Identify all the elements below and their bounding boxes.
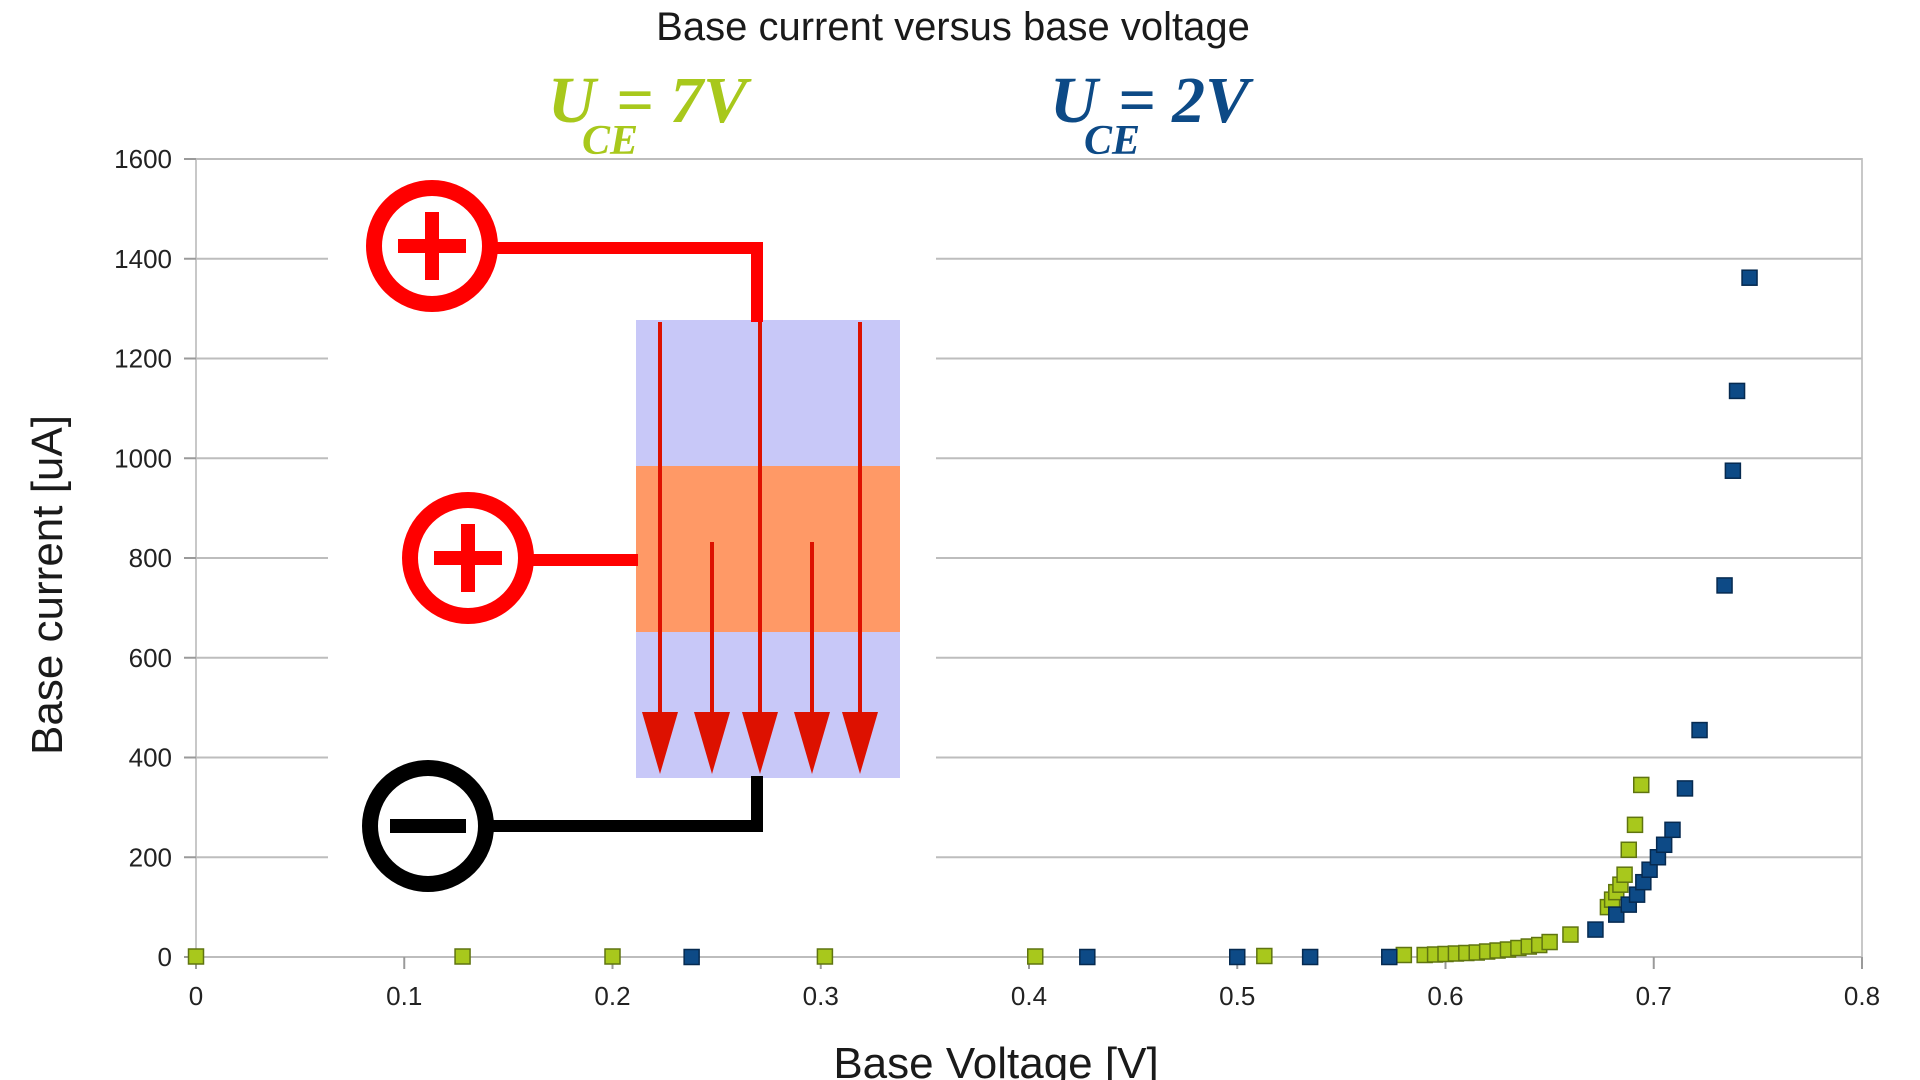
data-point-uce-2v: [1664, 821, 1681, 839]
data-point-uce-2v: [1229, 948, 1246, 966]
collector-wire: [490, 242, 763, 322]
emitter-wire: [486, 776, 763, 832]
y-tick-label: 0: [158, 942, 172, 972]
n-region-top: [636, 320, 900, 466]
data-point-uce-7v: [1633, 776, 1650, 794]
data-point-uce-7v: [1616, 866, 1633, 883]
x-axis-title: Base Voltage [V]: [833, 1039, 1158, 1080]
data-point-uce-7v: [1541, 933, 1558, 951]
x-tick-label: 0.6: [1427, 981, 1463, 1011]
data-point-uce-7v: [1395, 946, 1413, 964]
data-point-uce-7v: [1026, 948, 1044, 965]
legend-2v-sub: CE: [1084, 118, 1140, 164]
legend-2v-value: = 2V: [1118, 64, 1254, 137]
current-arrows: [642, 322, 878, 774]
p-region-base: [636, 466, 900, 632]
data-point-uce-7v: [604, 948, 621, 965]
data-point-uce-7v: [187, 948, 205, 965]
x-tick-label: 0.7: [1636, 981, 1672, 1011]
data-point-uce-2v: [1741, 269, 1758, 286]
data-point-uce-7v: [1620, 841, 1638, 859]
y-tick-label: 1400: [114, 244, 172, 274]
data-point-uce-7v: [1562, 926, 1579, 943]
legend-series-2v: U CE = 2V: [1050, 64, 1254, 164]
chart-title: Base current versus base voltage: [656, 5, 1250, 49]
x-tick-label: 0.5: [1219, 981, 1255, 1011]
y-axis: 0 200 400 600 800 1000 1200 1400 1600: [114, 144, 196, 972]
y-tick-label: 600: [129, 643, 172, 673]
x-tick-label: 0: [189, 981, 203, 1011]
data-point-uce-2v: [1724, 462, 1742, 479]
data-point-uce-2v: [1655, 836, 1673, 854]
legend-7v-sub: CE: [582, 118, 638, 164]
data-point-uce-7v: [816, 948, 834, 965]
x-tick-label: 0.8: [1844, 981, 1880, 1011]
y-tick-label: 1600: [114, 144, 172, 174]
data-point-uce-2v: [1691, 721, 1708, 739]
y-tick-label: 200: [129, 842, 172, 872]
x-tick-label: 0.2: [594, 981, 630, 1011]
data-point-uce-2v: [1608, 906, 1625, 923]
data-point-uce-2v: [1716, 577, 1733, 594]
data-point-uce-7v: [1256, 947, 1273, 965]
data-points: [187, 269, 1758, 966]
y-axis-title: Base current [uA]: [23, 415, 72, 755]
data-point-uce-2v: [683, 948, 700, 966]
legend-series-7v: U CE = 7V: [548, 64, 752, 164]
data-point-uce-7v: [1626, 816, 1644, 834]
svg-text:U: U: [1050, 64, 1101, 137]
data-point-uce-2v: [1381, 948, 1398, 966]
x-tick-label: 0.4: [1011, 981, 1047, 1011]
y-tick-label: 400: [129, 743, 172, 773]
y-tick-label: 800: [129, 543, 172, 573]
legend-7v-main: U: [548, 64, 599, 137]
y-tick-label: 1200: [114, 344, 172, 374]
svg-text:U: U: [548, 64, 599, 137]
x-tick-label: 0.1: [386, 981, 422, 1011]
transistor-schematic: [328, 175, 936, 905]
data-point-uce-7v: [454, 948, 471, 965]
data-point-uce-2v: [1301, 948, 1319, 966]
y-tick-label: 1000: [114, 443, 172, 473]
legend-2v-main: U: [1050, 64, 1101, 137]
data-point-uce-2v: [1079, 948, 1096, 966]
data-point-uce-2v: [1676, 780, 1694, 797]
x-tick-label: 0.3: [803, 981, 839, 1011]
data-point-uce-2v: [1728, 382, 1746, 400]
legend-7v-value: = 7V: [616, 64, 752, 137]
data-point-uce-2v: [1587, 921, 1604, 938]
x-axis: 0 0.1 0.2 0.3 0.4 0.5 0.6 0.7 0.8: [189, 957, 1880, 1011]
data-point-uce-2v: [1641, 861, 1658, 878]
